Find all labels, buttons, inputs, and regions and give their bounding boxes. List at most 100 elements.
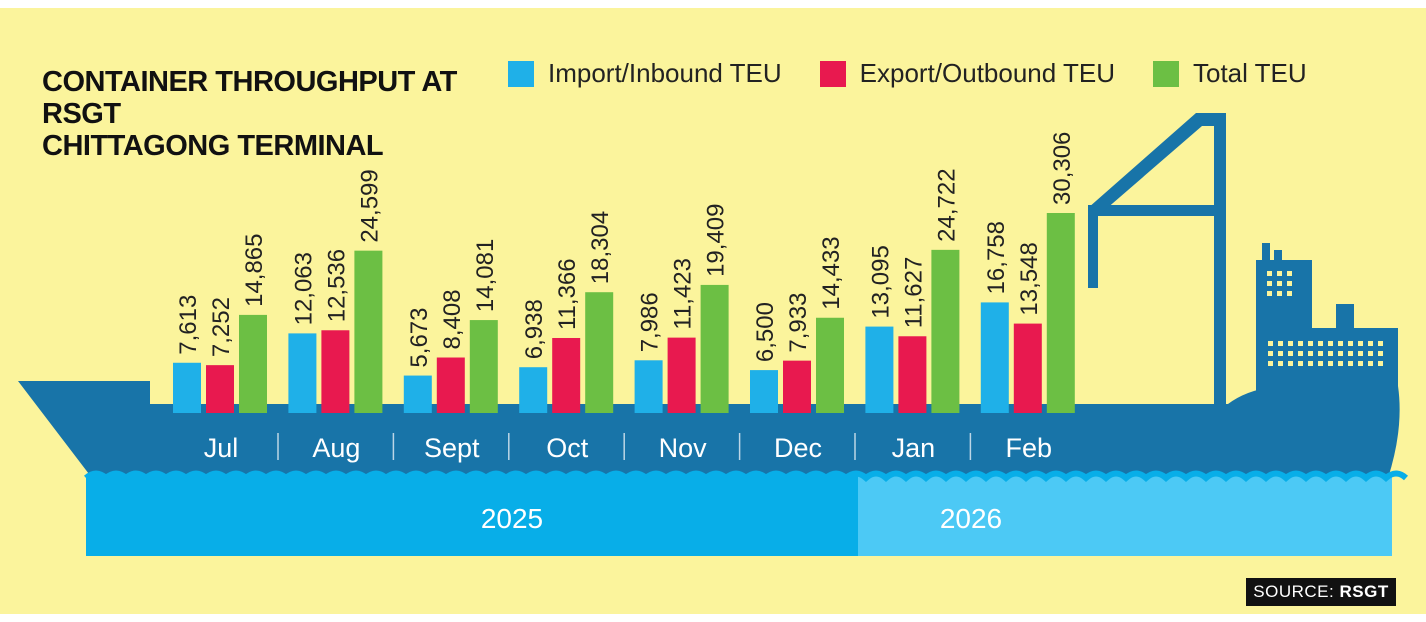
bridge-window xyxy=(1277,271,1282,276)
deck-window xyxy=(1318,341,1323,346)
source-credit: SOURCE: RSGT xyxy=(1246,578,1396,606)
title-line-2: CHITTAGONG TERMINAL xyxy=(42,130,512,162)
deck-window xyxy=(1378,351,1383,356)
deck-window xyxy=(1328,341,1333,346)
deck-window xyxy=(1338,351,1343,356)
bar-import-jan xyxy=(865,327,893,413)
label-import-jan: 13,095 xyxy=(867,245,894,318)
deck-window xyxy=(1318,361,1323,366)
deck-window xyxy=(1368,341,1373,346)
bar-import-aug xyxy=(288,333,316,413)
legend-total-swatch xyxy=(1153,61,1179,87)
deck-window xyxy=(1338,361,1343,366)
deck-window xyxy=(1378,361,1383,366)
bar-export-dec xyxy=(783,361,811,413)
deck-window xyxy=(1278,351,1283,356)
label-import-jul: 7,613 xyxy=(175,295,202,355)
deck-window xyxy=(1368,361,1373,366)
month-label-sept: Sept xyxy=(424,433,480,463)
crane xyxy=(1088,113,1226,412)
bar-import-sept xyxy=(404,376,432,413)
deck-window xyxy=(1308,351,1313,356)
label-total-sept: 14,081 xyxy=(472,239,499,312)
bar-total-sept xyxy=(470,320,498,413)
label-total-jul: 14,865 xyxy=(241,233,268,306)
bridge-window xyxy=(1287,281,1292,286)
month-label-feb: Feb xyxy=(1006,433,1053,463)
label-export-aug: 12,536 xyxy=(323,249,350,322)
deck-window xyxy=(1298,361,1303,366)
deck-window xyxy=(1368,351,1373,356)
bar-export-oct xyxy=(552,338,580,413)
water xyxy=(86,474,1406,557)
deck-window xyxy=(1328,351,1333,356)
bar-export-nov xyxy=(668,338,696,413)
crane-right-leg xyxy=(1214,120,1226,412)
legend-export-swatch xyxy=(820,61,846,87)
deck-window xyxy=(1308,361,1313,366)
deck-window xyxy=(1358,361,1363,366)
bridge-window xyxy=(1267,271,1272,276)
label-total-nov: 19,409 xyxy=(703,204,730,277)
infographic-panel: 2025 2026 7,613 7,252 14,865 12,063 12,536 24,5… xyxy=(0,8,1426,614)
label-export-oct: 11,366 xyxy=(554,258,581,330)
legend-import: Import/Inbound TEU xyxy=(508,58,782,89)
bar-total-feb xyxy=(1047,213,1075,413)
bar-import-oct xyxy=(519,367,547,413)
month-label-oct: Oct xyxy=(546,433,589,463)
bar-total-nov xyxy=(701,285,729,413)
label-import-feb: 16,758 xyxy=(983,221,1010,294)
label-total-jan: 24,722 xyxy=(933,168,960,241)
bridge-window xyxy=(1277,291,1282,296)
deck-window xyxy=(1288,361,1293,366)
year-label-2026: 2026 xyxy=(940,503,1002,534)
deck-window xyxy=(1278,341,1283,346)
deck-window xyxy=(1298,351,1303,356)
month-label-jan: Jan xyxy=(892,433,936,463)
deck-window xyxy=(1268,361,1273,366)
bridge-window xyxy=(1287,271,1292,276)
title-line-1: CONTAINER THROUGHPUT AT RSGT xyxy=(42,66,512,130)
bar-import-nov xyxy=(635,360,663,413)
deck-window xyxy=(1308,341,1313,346)
bar-export-feb xyxy=(1014,324,1042,413)
bar-import-dec xyxy=(750,370,778,413)
bridge-window xyxy=(1287,291,1292,296)
crane-left-leg xyxy=(1088,208,1098,288)
deck-window xyxy=(1278,361,1283,366)
ship-superstructure xyxy=(1256,243,1398,408)
water-2025 xyxy=(86,474,858,556)
deck-window xyxy=(1318,351,1323,356)
label-import-aug: 12,063 xyxy=(290,252,317,325)
source-name: RSGT xyxy=(1339,582,1388,601)
label-export-nov: 11,423 xyxy=(670,258,697,330)
deck-window xyxy=(1358,351,1363,356)
mast xyxy=(1336,304,1354,332)
bar-total-dec xyxy=(816,318,844,413)
legend-import-swatch xyxy=(508,61,534,87)
bridge-window xyxy=(1267,281,1272,286)
legend-total-label: Total TEU xyxy=(1193,58,1307,89)
label-total-aug: 24,599 xyxy=(356,169,383,242)
bar-total-jan xyxy=(931,250,959,413)
deck-window xyxy=(1268,351,1273,356)
deck-window xyxy=(1348,341,1353,346)
water-2026 xyxy=(858,474,1392,556)
legend: Import/Inbound TEU Export/Outbound TEU T… xyxy=(508,58,1307,89)
bar-total-aug xyxy=(354,251,382,413)
month-label-aug: Aug xyxy=(312,433,360,463)
label-total-dec: 14,433 xyxy=(818,236,845,309)
deck-window xyxy=(1268,341,1273,346)
bar-total-oct xyxy=(585,292,613,413)
deck-window xyxy=(1288,351,1293,356)
bar-export-jul xyxy=(206,365,234,413)
label-export-jan: 11,627 xyxy=(900,257,927,329)
month-label-jul: Jul xyxy=(204,433,239,463)
label-total-feb: 30,306 xyxy=(1049,132,1076,205)
month-label-dec: Dec xyxy=(774,433,822,463)
deck-window xyxy=(1358,341,1363,346)
bridge-tower xyxy=(1256,260,1312,332)
bar-export-jan xyxy=(898,336,926,413)
year-label-2025: 2025 xyxy=(481,503,543,534)
label-export-jul: 7,252 xyxy=(208,297,235,357)
